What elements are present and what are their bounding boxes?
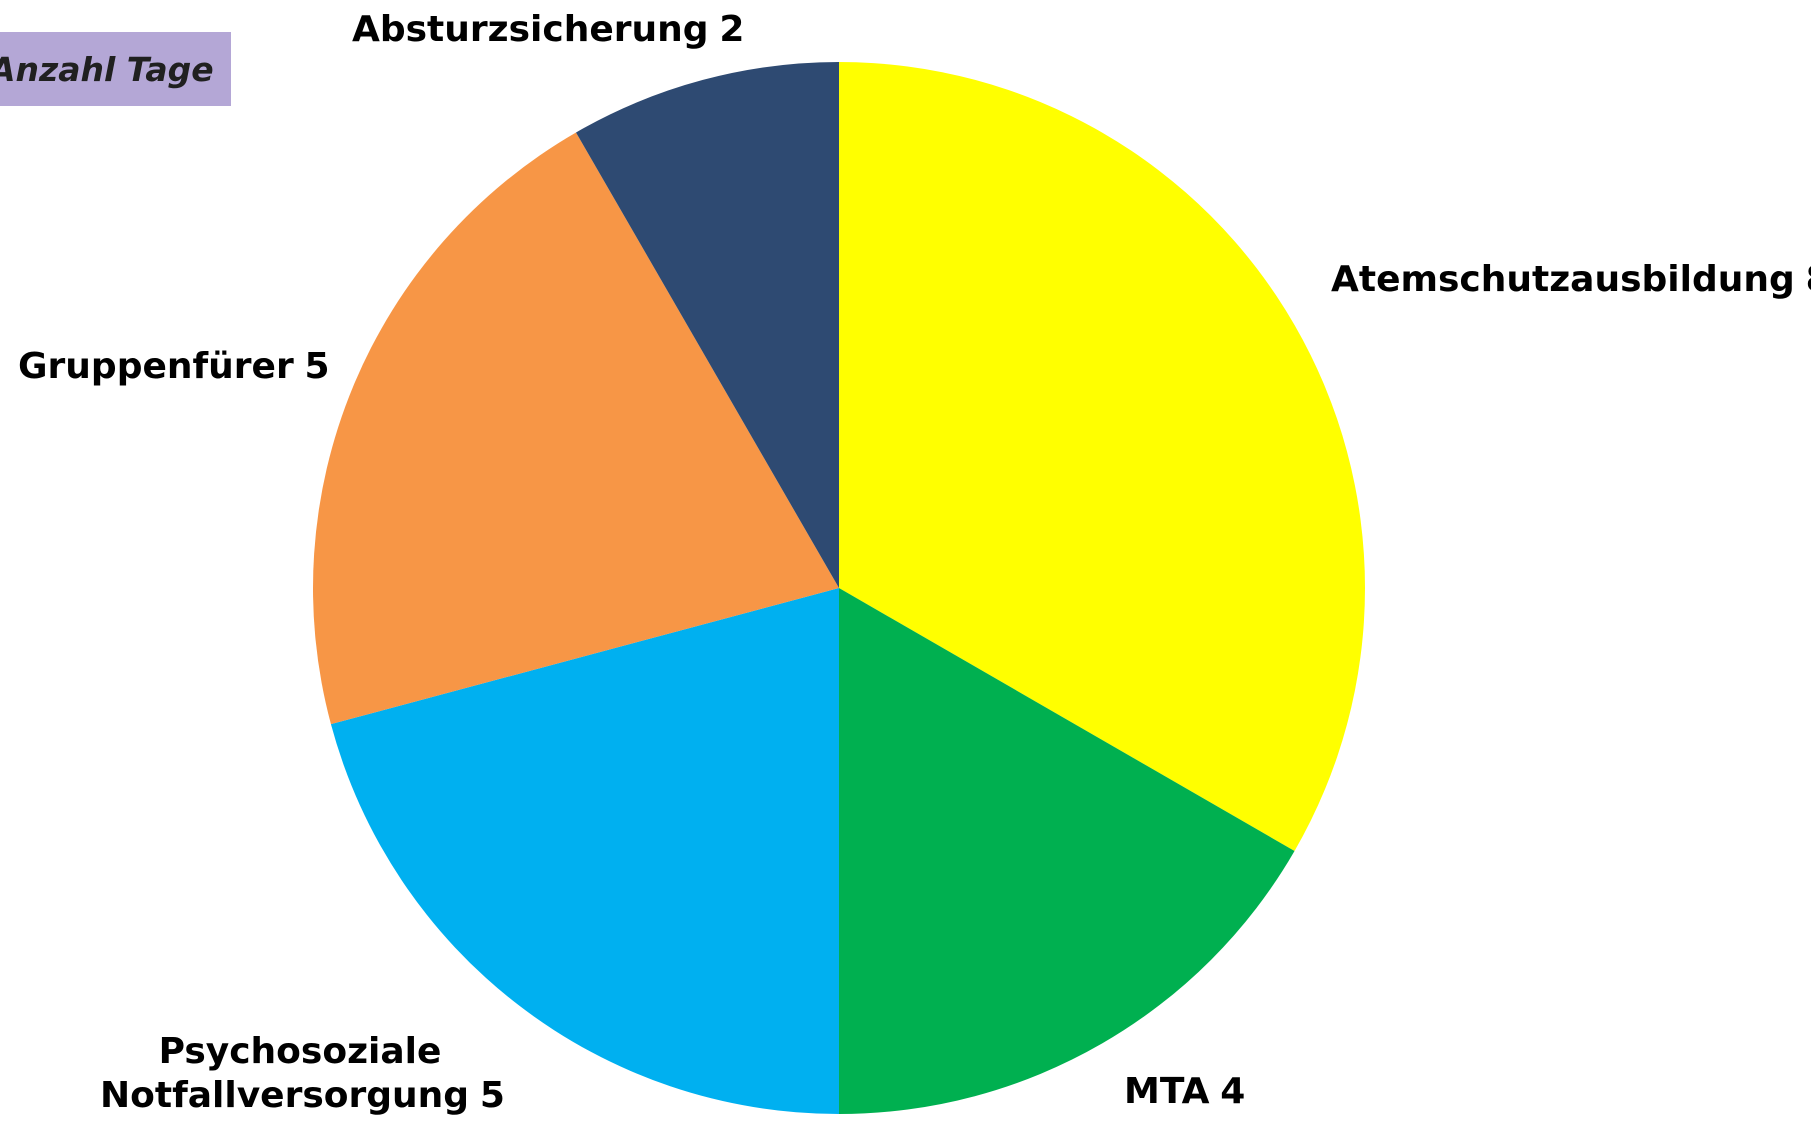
label-category: MTA	[1124, 1071, 1210, 1112]
pie-slice	[839, 588, 1295, 1114]
data-label: Atemschutzausbildung 8	[1331, 258, 1811, 302]
data-label: Psychosoziale Notfallversorgung 5	[100, 1030, 505, 1118]
label-value: 8	[1806, 259, 1811, 300]
label-category: Gruppenfürer	[18, 346, 294, 387]
data-label: Gruppenfürer 5	[18, 345, 330, 389]
label-category: Absturzsicherung	[352, 9, 709, 50]
label-value: 2	[719, 9, 745, 50]
pie-slice	[839, 62, 1365, 851]
label-value: 5	[479, 1075, 505, 1116]
data-label: Absturzsicherung 2	[352, 8, 744, 52]
pie-slice	[313, 132, 840, 725]
pie-slice	[330, 588, 839, 1114]
pie-slice	[576, 62, 839, 588]
chart-title: Anzahl Tage	[0, 50, 214, 89]
data-label: MTA 4	[1124, 1070, 1245, 1114]
label-category: Atemschutzausbildung	[1331, 259, 1795, 300]
label-value: 5	[304, 346, 330, 387]
title-box: Anzahl Tage	[0, 32, 231, 106]
label-category: Psychosoziale Notfallversorgung	[100, 1031, 470, 1116]
label-value: 4	[1220, 1071, 1246, 1112]
